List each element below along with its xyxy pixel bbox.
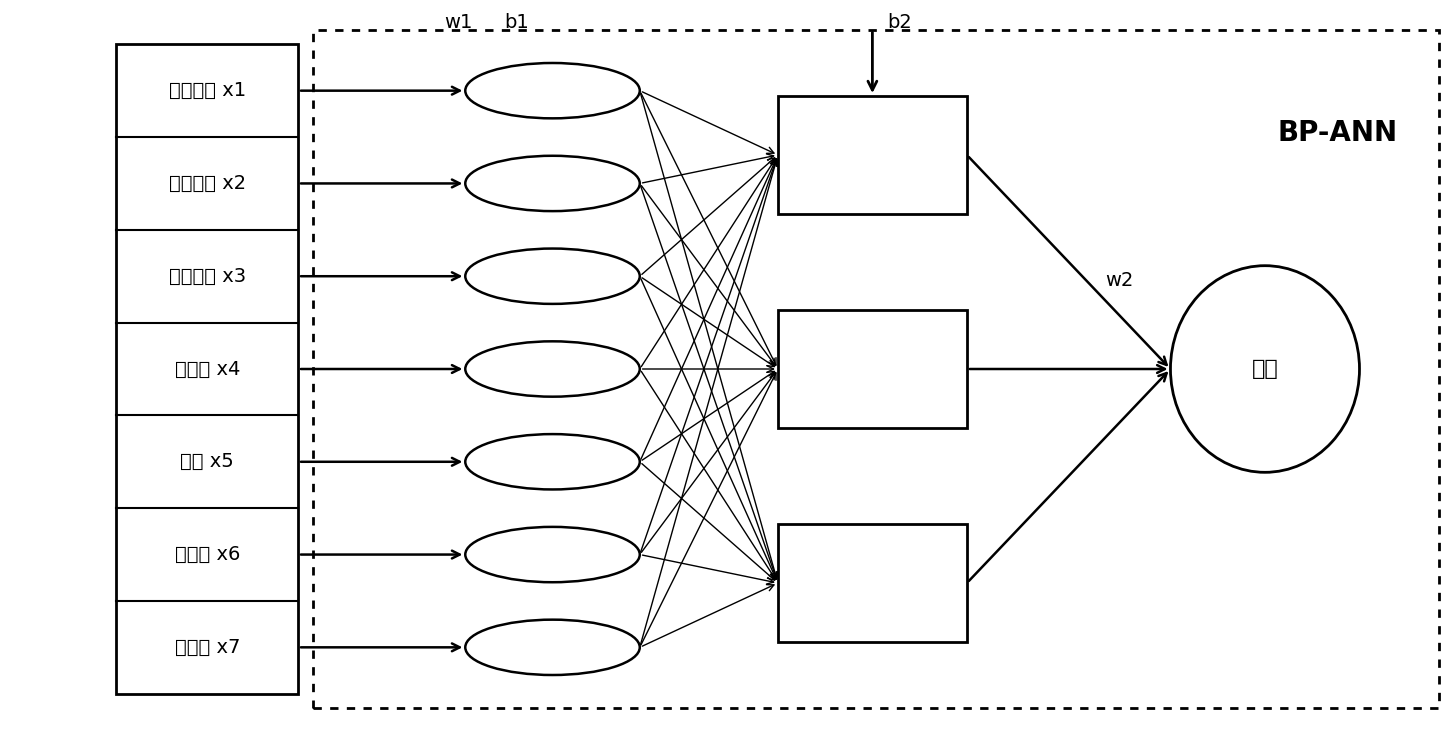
Text: 转速 x5: 转速 x5: [180, 452, 234, 472]
Text: 反吹压力 x2: 反吹压力 x2: [169, 174, 246, 193]
Text: 喷淋量 x6: 喷淋量 x6: [174, 545, 240, 564]
Ellipse shape: [465, 156, 640, 211]
Ellipse shape: [465, 434, 640, 489]
Ellipse shape: [465, 620, 640, 675]
Text: b1: b1: [503, 13, 529, 32]
Text: 浆料温度 x1: 浆料温度 x1: [169, 81, 246, 100]
FancyBboxPatch shape: [116, 44, 298, 694]
Text: w2: w2: [1105, 271, 1134, 290]
Ellipse shape: [465, 249, 640, 304]
Text: 输出: 输出: [1252, 359, 1278, 379]
Text: 进料量 x4: 进料量 x4: [174, 359, 240, 379]
Text: 生产负荷 x3: 生产负荷 x3: [169, 266, 246, 286]
Text: 滤液量 x7: 滤液量 x7: [174, 638, 240, 657]
FancyBboxPatch shape: [778, 524, 967, 642]
Text: w1: w1: [443, 13, 473, 32]
FancyBboxPatch shape: [778, 96, 967, 214]
Text: b2: b2: [887, 13, 912, 32]
Text: BP-ANN: BP-ANN: [1278, 119, 1397, 147]
Ellipse shape: [1170, 266, 1359, 472]
FancyBboxPatch shape: [778, 310, 967, 428]
Ellipse shape: [465, 527, 640, 582]
Ellipse shape: [465, 341, 640, 397]
Ellipse shape: [465, 63, 640, 118]
